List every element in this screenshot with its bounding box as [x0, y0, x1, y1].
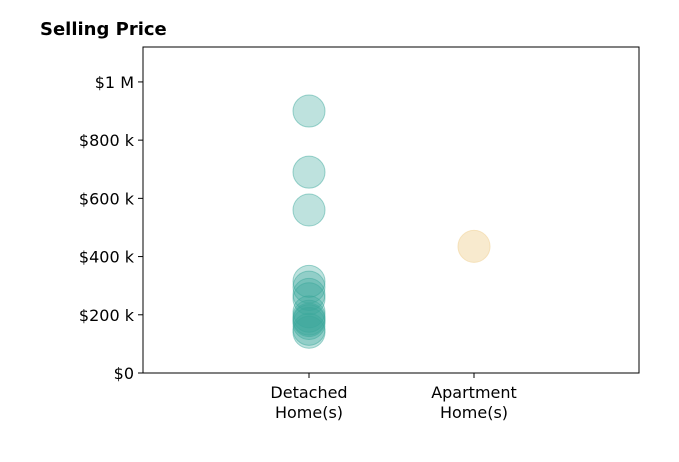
- y-tick-label: $200 k: [79, 306, 135, 325]
- data-point: [292, 304, 326, 338]
- chart-title: Selling Price: [40, 19, 167, 40]
- x-tick-label: Apartment Home(s): [431, 383, 517, 422]
- data-point: [292, 94, 326, 128]
- data-point: [292, 270, 326, 304]
- x-axis: Detached Home(s)Apartment Home(s): [270, 373, 517, 422]
- plot-frame: [142, 46, 640, 374]
- data-point: [292, 312, 326, 346]
- y-tick-label: $800 k: [79, 131, 135, 150]
- data-point: [292, 155, 326, 189]
- data-point: [292, 264, 326, 298]
- x-tick-label: Detached Home(s): [270, 383, 347, 422]
- data-point: [292, 295, 326, 329]
- x-tick-label-line: Home(s): [440, 403, 508, 422]
- data-point: [292, 193, 326, 227]
- data-point: [292, 277, 326, 311]
- x-tick-label-line: Home(s): [275, 403, 343, 422]
- y-tick-label: $0: [114, 364, 134, 383]
- data-point: [292, 302, 326, 336]
- data-point: [292, 299, 326, 333]
- y-tick-label: $400 k: [79, 248, 135, 267]
- y-axis: $0 $200 k $400 k $600 k $800 k $1 M: [79, 73, 143, 383]
- x-tick-label-line: Detached: [270, 383, 347, 402]
- data-point: [292, 307, 326, 341]
- y-tick-label: $1 M: [95, 73, 134, 92]
- data-point: [292, 315, 326, 349]
- data-point: [457, 229, 491, 263]
- y-tick-label: $600 k: [79, 189, 135, 208]
- data-point: [292, 282, 326, 316]
- data-points: [292, 94, 491, 349]
- x-tick-label-line: Apartment: [431, 383, 517, 402]
